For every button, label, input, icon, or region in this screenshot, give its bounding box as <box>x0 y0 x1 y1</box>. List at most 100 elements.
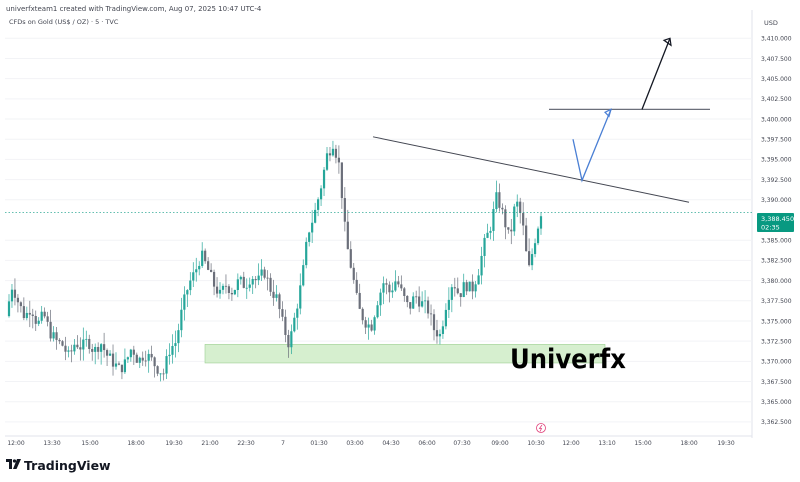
candle-body <box>97 346 100 352</box>
candle-body <box>123 359 127 373</box>
candle-body <box>311 222 314 233</box>
candle-body <box>230 293 234 295</box>
x-tick-label: 22:30 <box>237 440 254 447</box>
candle-body <box>533 243 537 255</box>
target-arrowhead <box>662 37 672 47</box>
forecast-arrowhead <box>603 108 612 118</box>
x-tick-label: 13:30 <box>43 440 60 447</box>
candle-body <box>397 281 400 285</box>
x-tick-label: 15:00 <box>634 440 651 447</box>
candle-body <box>186 290 189 295</box>
candle-body <box>343 198 346 222</box>
candle-body <box>516 201 519 207</box>
candle-body <box>46 316 49 322</box>
candle-body <box>73 344 76 352</box>
x-tick-label: 13:10 <box>598 440 615 447</box>
x-tick-label: 19:30 <box>717 440 734 447</box>
candle-body <box>385 283 388 285</box>
candle-body <box>212 271 216 287</box>
candlestick-series <box>7 140 543 382</box>
candle-body <box>207 261 210 270</box>
candle-body <box>177 330 180 344</box>
x-tick-label: 07:30 <box>453 440 470 447</box>
candle-body <box>477 275 480 285</box>
candle-body <box>340 162 343 199</box>
candle-body <box>308 232 311 242</box>
candle-body <box>111 353 115 367</box>
currency-label: USD <box>764 19 778 27</box>
candle-body <box>525 225 528 252</box>
target-path <box>641 38 671 110</box>
candle-body <box>76 344 79 348</box>
candle-body <box>70 350 73 352</box>
current-price-badge: 3,388.450 02:35 <box>757 213 794 232</box>
candle-body <box>204 250 207 262</box>
candle-body <box>346 221 349 250</box>
candle-body <box>266 277 269 279</box>
chart-attribution: univerfxteam1 created with TradingView.c… <box>6 5 262 13</box>
candle-body <box>165 356 168 374</box>
y-tick-label: 3,370.000 <box>761 359 792 366</box>
candle-body <box>379 292 382 306</box>
candle-body <box>456 288 459 294</box>
candle-body <box>290 331 293 348</box>
y-tick-label: 3,405.000 <box>761 76 792 83</box>
candle-body <box>55 332 58 340</box>
candle-body <box>334 148 338 158</box>
y-tick-label: 3,392.500 <box>761 177 792 184</box>
candle-body <box>79 347 82 350</box>
candle-body <box>144 360 147 362</box>
candle-body <box>263 269 266 278</box>
candle-body <box>441 326 445 334</box>
candle-body <box>352 267 355 280</box>
candle-body <box>296 308 299 318</box>
candle-body <box>138 357 141 363</box>
candle-body <box>67 350 70 352</box>
candle-body <box>281 309 284 317</box>
candle-body <box>275 294 278 298</box>
candle-body <box>218 289 222 294</box>
candle-body <box>221 285 225 290</box>
candle-body <box>257 275 260 281</box>
candle-body <box>492 209 495 231</box>
y-tick-label: 3,410.000 <box>761 36 792 43</box>
candle-body <box>394 281 397 291</box>
candle-body <box>153 357 156 367</box>
y-tick-label: 3,365.000 <box>761 399 792 406</box>
price-countdown: 02:35 <box>761 224 780 232</box>
candle-body <box>192 272 195 281</box>
candle-body <box>519 201 522 214</box>
candle-body <box>94 346 97 352</box>
replay-icon[interactable] <box>536 423 546 433</box>
candle-body <box>85 338 88 340</box>
y-tick-label: 3,372.500 <box>761 338 792 345</box>
x-tick-label: 03:00 <box>346 440 363 447</box>
candle-body <box>415 296 418 298</box>
candle-body <box>483 237 486 256</box>
candle-body <box>34 315 37 324</box>
candle-body <box>314 209 317 223</box>
candle-body <box>150 353 153 358</box>
candle-body <box>254 278 257 281</box>
candle-body <box>43 311 46 317</box>
candle-body <box>486 232 489 238</box>
candle-body <box>198 265 201 270</box>
x-tick-label: 06:00 <box>418 440 435 447</box>
candle-body <box>358 292 361 309</box>
candle-body <box>49 321 52 339</box>
y-tick-label: 3,407.500 <box>761 56 792 63</box>
candle-body <box>227 286 231 294</box>
candle-body <box>162 373 165 375</box>
candle-body <box>269 277 272 292</box>
x-tick-label: 10:30 <box>527 440 544 447</box>
candle-body <box>406 295 409 303</box>
y-tick-label: 3,380.000 <box>761 278 792 285</box>
candle-body <box>319 188 323 200</box>
candle-body <box>403 288 406 296</box>
candle-body <box>16 297 20 303</box>
candle-body <box>400 284 403 289</box>
candle-body <box>474 284 477 292</box>
candle-body <box>132 349 135 355</box>
y-tick-label: 3,367.500 <box>761 379 792 386</box>
